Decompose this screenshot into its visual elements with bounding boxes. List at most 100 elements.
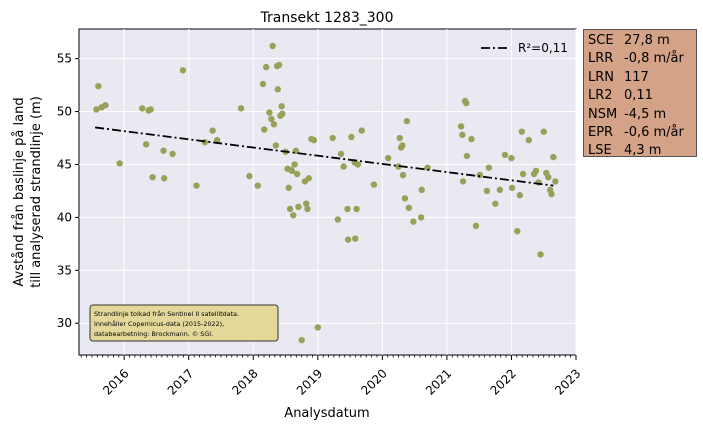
stat-value: 117 — [624, 69, 649, 85]
x-tick-label: 2019 — [294, 366, 325, 397]
stat-row-lrr: LRR -0,8 m/år — [588, 50, 696, 68]
data-point — [485, 164, 493, 171]
y-tick-label: 30 — [57, 316, 72, 330]
data-point — [548, 190, 555, 198]
data-point — [403, 117, 411, 125]
stat-key: EPR — [588, 125, 614, 141]
data-point — [508, 154, 515, 162]
x-tick-label: 2016 — [100, 366, 131, 397]
data-point — [552, 178, 559, 185]
data-point — [269, 42, 276, 50]
data-point — [160, 147, 167, 154]
data-point — [399, 171, 407, 179]
y-axis-label-line-2: till analyserad strandlinje (m) — [29, 96, 44, 288]
data-point — [459, 131, 466, 139]
data-point — [395, 163, 402, 170]
data-point — [261, 126, 268, 133]
data-point — [396, 134, 403, 142]
data-point — [95, 82, 102, 90]
x-tick-label: 2018 — [229, 366, 260, 397]
data-point — [279, 110, 286, 117]
y-axis-label-line-1: Avstånd från baslinje på land — [12, 97, 27, 286]
stat-value: 0,11 — [624, 88, 653, 104]
data-point — [459, 178, 467, 185]
stat-key: NSM — [588, 106, 618, 122]
data-point — [291, 161, 298, 168]
stat-value: -0,8 m/år — [624, 51, 684, 67]
data-point — [418, 186, 425, 194]
data-point — [358, 127, 365, 134]
y-tick-label: 55 — [57, 52, 72, 66]
data-point — [268, 115, 275, 123]
stat-row-epr: EPR -0,6 m/år — [588, 124, 696, 142]
data-point — [149, 173, 156, 181]
data-point — [93, 106, 100, 113]
data-points — [93, 42, 559, 344]
stat-value: -4,5 m — [624, 106, 667, 122]
data-point — [305, 175, 312, 182]
y-axis-ticks: 30 35 40 45 50 55 — [57, 52, 79, 330]
y-tick-label: 45 — [57, 157, 72, 171]
x-axis-label: Analysdatum — [284, 406, 369, 421]
data-point — [285, 184, 292, 191]
note-box — [89, 304, 279, 342]
data-point — [348, 133, 355, 141]
data-point — [270, 121, 278, 128]
data-point — [274, 86, 281, 93]
data-point — [340, 163, 347, 170]
data-point — [288, 167, 296, 175]
data-point — [353, 205, 360, 213]
stat-row-lrn: LRN 117 — [588, 69, 696, 87]
stat-key: LRN — [588, 69, 614, 85]
legend: R²=0,11 — [481, 41, 568, 55]
data-point — [310, 136, 318, 144]
data-point — [237, 105, 245, 112]
stat-value: -0,6 m/år — [624, 125, 684, 141]
data-point — [468, 135, 475, 143]
stat-row-nsm: NSM -4,5 m — [588, 106, 696, 124]
data-point — [508, 184, 516, 191]
stat-row-sce: SCE 27,8 m — [588, 32, 696, 50]
data-point — [116, 160, 123, 167]
x-tick-label: 2020 — [358, 366, 389, 397]
data-point — [147, 106, 154, 113]
data-point — [457, 123, 465, 130]
data-source-note: Strandlinje tolkad från Sentinel II sate… — [89, 304, 279, 342]
data-point — [354, 161, 362, 168]
trend-line — [95, 126, 554, 187]
data-point — [254, 182, 261, 189]
data-point — [483, 187, 491, 195]
data-point — [298, 336, 305, 344]
data-point — [272, 142, 280, 149]
x-axis-ticks: 2016 2017 2018 2019 2020 2021 2022 2023 — [80, 355, 584, 398]
data-point — [102, 102, 109, 109]
data-point — [532, 167, 540, 175]
data-point — [213, 136, 221, 144]
data-point — [514, 227, 521, 235]
data-point — [525, 136, 533, 144]
data-point — [179, 67, 187, 74]
data-point — [352, 235, 359, 242]
x-tick-label: 2023 — [552, 366, 583, 397]
data-point — [259, 80, 267, 88]
data-point — [304, 205, 311, 213]
stat-row-lr2: LR2 0,11 — [588, 87, 696, 105]
data-point — [286, 205, 294, 213]
data-point — [496, 186, 504, 194]
data-point — [405, 204, 413, 212]
data-point — [314, 324, 322, 331]
data-point — [516, 191, 524, 199]
data-point — [193, 182, 200, 189]
data-point — [139, 105, 146, 112]
y-tick-label: 40 — [57, 210, 72, 224]
stat-key: SCE — [588, 33, 614, 48]
data-point — [344, 205, 351, 213]
data-point — [142, 141, 150, 148]
stat-key: LRR — [588, 51, 614, 67]
data-point — [463, 152, 471, 160]
data-point — [295, 203, 302, 211]
data-point — [545, 173, 552, 181]
data-point — [417, 214, 425, 221]
data-point — [337, 150, 345, 158]
data-point — [266, 109, 273, 116]
